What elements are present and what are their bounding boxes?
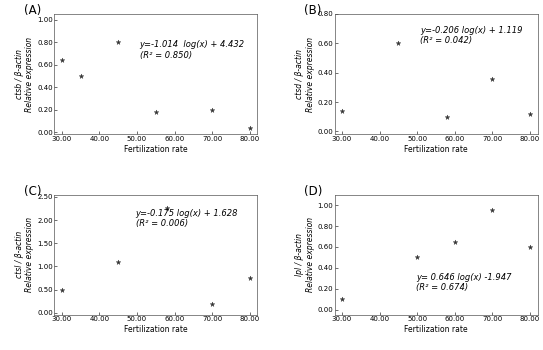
X-axis label: Fertilization rate: Fertilization rate <box>124 145 188 154</box>
Point <box>394 41 403 46</box>
Text: (A): (A) <box>24 4 41 18</box>
X-axis label: Fertilization rate: Fertilization rate <box>404 145 468 154</box>
Point <box>443 114 452 120</box>
Point <box>163 206 172 211</box>
Point <box>526 244 534 250</box>
Text: y= 0.646 log(x) -1.947
(R² = 0.674): y= 0.646 log(x) -1.947 (R² = 0.674) <box>416 273 512 292</box>
Text: (C): (C) <box>24 185 41 198</box>
Point <box>151 109 160 115</box>
Text: y=-0.206 log(x) + 1.119
(R² = 0.042): y=-0.206 log(x) + 1.119 (R² = 0.042) <box>420 26 522 46</box>
Point <box>245 275 254 281</box>
Point <box>58 287 66 292</box>
Point <box>58 57 66 63</box>
Point <box>114 39 123 45</box>
Text: y=-1.014  log(x) + 4.432
(R² = 0.850): y=-1.014 log(x) + 4.432 (R² = 0.850) <box>140 41 245 60</box>
Point <box>451 239 459 245</box>
Text: (D): (D) <box>304 185 323 198</box>
X-axis label: Fertilization rate: Fertilization rate <box>404 325 468 334</box>
Point <box>413 254 421 260</box>
Y-axis label: ctsb / β-actin
Relative expression: ctsb / β-actin Relative expression <box>15 37 34 112</box>
Point <box>338 296 346 302</box>
Point <box>208 107 217 112</box>
X-axis label: Fertilization rate: Fertilization rate <box>124 325 188 334</box>
Text: y=-0.175 log(x) + 1.628
(R² = 0.006): y=-0.175 log(x) + 1.628 (R² = 0.006) <box>136 209 238 229</box>
Point <box>76 73 85 79</box>
Point <box>488 76 497 82</box>
Y-axis label: ctsd / β-actin
Relative expression: ctsd / β-actin Relative expression <box>295 37 314 112</box>
Point <box>488 208 497 213</box>
Text: (B): (B) <box>304 4 321 18</box>
Y-axis label: ctsl / β-actin
Relative expression: ctsl / β-actin Relative expression <box>15 217 34 292</box>
Point <box>338 108 346 114</box>
Y-axis label: lpl / β-actin
Relative expression: lpl / β-actin Relative expression <box>295 217 314 292</box>
Point <box>208 302 217 307</box>
Point <box>526 111 534 117</box>
Point <box>114 259 123 265</box>
Point <box>245 125 254 131</box>
